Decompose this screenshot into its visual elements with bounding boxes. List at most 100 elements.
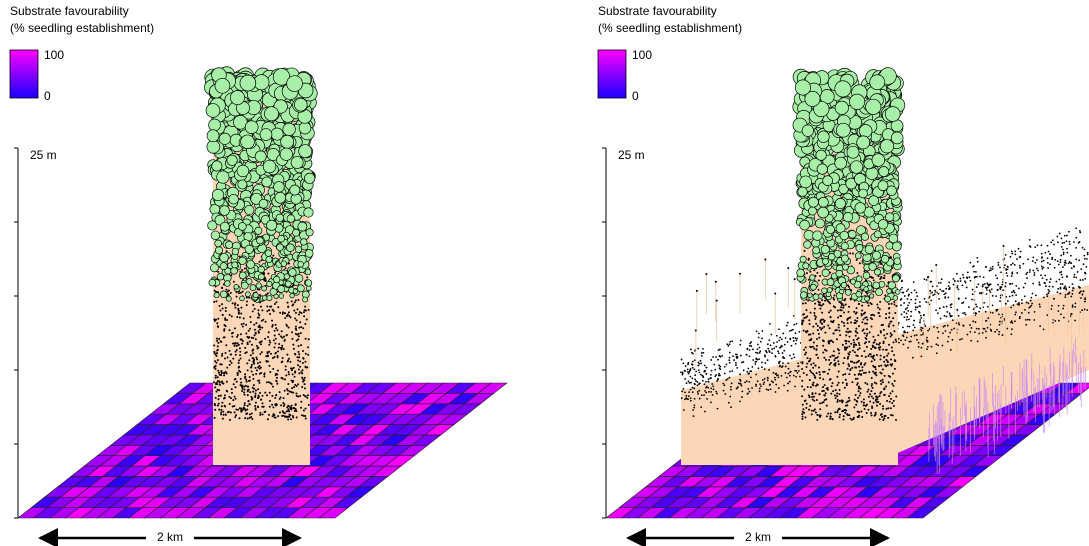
seedling-dot bbox=[255, 333, 257, 335]
seedling-dot bbox=[992, 268, 994, 270]
seedling-dot bbox=[836, 392, 838, 394]
tree-crown bbox=[232, 262, 238, 268]
seedling-dot bbox=[739, 373, 741, 375]
seedling-dot bbox=[757, 352, 759, 354]
seedling-dot bbox=[910, 336, 912, 338]
seedling-dot bbox=[267, 273, 269, 275]
seedling-dot bbox=[1002, 334, 1004, 336]
seedling-dot bbox=[257, 388, 259, 390]
height-label: 25 m bbox=[618, 148, 645, 162]
seedling-dot bbox=[1013, 304, 1015, 306]
seedling-dot bbox=[951, 315, 953, 317]
seedling-dot bbox=[216, 391, 218, 393]
seedling-dot bbox=[702, 348, 704, 350]
seedling-dot bbox=[700, 406, 702, 408]
tree-crown bbox=[289, 269, 297, 277]
seedling-dot bbox=[221, 287, 223, 289]
seedling-dot bbox=[809, 333, 811, 335]
seedling-dot bbox=[795, 376, 797, 378]
seedling-dot bbox=[1017, 303, 1019, 305]
seedling-dot bbox=[725, 379, 727, 381]
seedling-dot bbox=[735, 364, 737, 366]
seedling-dot bbox=[718, 373, 720, 375]
seedling-dot bbox=[791, 329, 793, 331]
seedling-dot bbox=[907, 332, 909, 334]
seedling-dot bbox=[810, 339, 812, 341]
seedling-dot bbox=[793, 353, 795, 355]
seedling-dot bbox=[946, 311, 948, 313]
seedling-dot bbox=[907, 347, 909, 349]
seedling-dot bbox=[997, 262, 999, 264]
seedling-dot bbox=[975, 304, 977, 306]
seedling-dot bbox=[1084, 248, 1086, 250]
seedling-dot bbox=[812, 367, 814, 369]
seedling-dot bbox=[926, 337, 928, 339]
seedling-dot bbox=[1078, 242, 1080, 244]
seedling-dot bbox=[887, 364, 889, 366]
seedling-dot bbox=[904, 339, 906, 341]
seedling-dot bbox=[870, 276, 872, 278]
seedling-dot bbox=[1072, 304, 1074, 306]
seedling-dot bbox=[692, 361, 694, 363]
seedling-dot bbox=[693, 404, 695, 406]
seedling-dot bbox=[965, 314, 967, 316]
seedling-dot bbox=[690, 368, 692, 370]
seedling-dot bbox=[859, 262, 861, 264]
tree-crown bbox=[217, 171, 229, 183]
seedling-dot bbox=[1016, 272, 1018, 274]
seedling-dot bbox=[806, 403, 808, 405]
tree-crown bbox=[260, 129, 272, 141]
seedling-dot bbox=[1069, 291, 1071, 293]
seedling-dot bbox=[828, 301, 830, 303]
seedling-dot bbox=[1074, 306, 1076, 308]
seedling-dot bbox=[858, 390, 860, 392]
tree-crown bbox=[290, 185, 300, 195]
seedling-dot bbox=[261, 327, 263, 329]
seedling-dot bbox=[302, 350, 304, 352]
seedling-dot bbox=[947, 297, 949, 299]
seedling-dot bbox=[257, 366, 259, 368]
seedling-dot bbox=[246, 409, 248, 411]
seedling-dot bbox=[893, 354, 895, 356]
seedling-dot bbox=[850, 322, 852, 324]
seedling-dot bbox=[771, 352, 773, 354]
seedling-dot bbox=[932, 285, 934, 287]
seedling-dot bbox=[223, 337, 225, 339]
seedling-dot bbox=[931, 270, 933, 272]
seedling-dot bbox=[729, 371, 731, 373]
seedling-dot bbox=[841, 304, 843, 306]
seedling-dot bbox=[300, 407, 302, 409]
seedling-dot bbox=[739, 400, 741, 402]
seedling-dot bbox=[244, 417, 246, 419]
seedling-dot bbox=[688, 391, 690, 393]
seedling-dot bbox=[820, 329, 822, 331]
seedling-dot bbox=[998, 333, 1000, 335]
seedling-dot bbox=[893, 405, 895, 407]
seedling-dot bbox=[218, 372, 220, 374]
seedling-dot bbox=[970, 280, 972, 282]
seedling-dot bbox=[808, 409, 810, 411]
tree-crown bbox=[298, 261, 304, 267]
seedling-dot bbox=[805, 317, 807, 319]
seedling-dot bbox=[1000, 271, 1002, 273]
seedling-dot bbox=[819, 415, 821, 417]
seedling-dot bbox=[891, 334, 893, 336]
seedling-dot bbox=[861, 369, 863, 371]
seedling-dot bbox=[788, 368, 790, 370]
seedling-dot bbox=[758, 337, 760, 339]
seedling-dot bbox=[681, 390, 683, 392]
seedling-dot bbox=[779, 337, 781, 339]
seedling-dot bbox=[859, 388, 861, 390]
seedling-dot bbox=[292, 304, 294, 306]
seedling-dot bbox=[217, 389, 219, 391]
seedling-dot bbox=[1060, 287, 1062, 289]
seedling-dot bbox=[986, 289, 988, 291]
seedling-dot bbox=[688, 371, 690, 373]
seedling-dot bbox=[305, 418, 307, 420]
seedling-dot bbox=[693, 369, 695, 371]
seedling-dot bbox=[259, 353, 261, 355]
seedling-dot bbox=[864, 322, 866, 324]
seedling-dot bbox=[828, 311, 830, 313]
seedling-dot bbox=[288, 311, 290, 313]
seedling-dot bbox=[886, 285, 888, 287]
